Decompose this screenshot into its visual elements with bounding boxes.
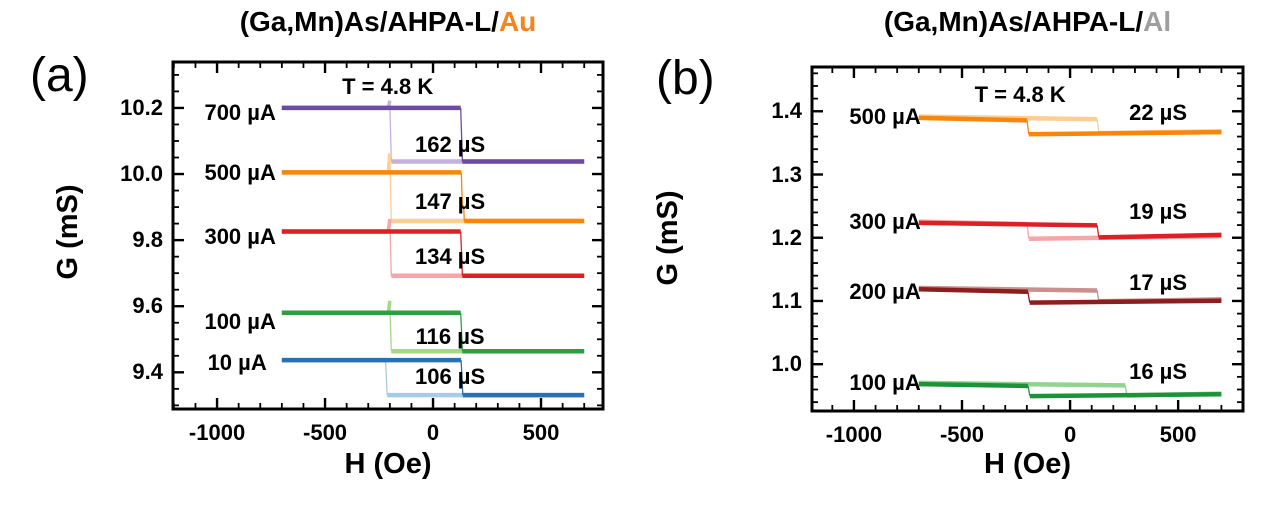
panel-a-title-main: (Ga,Mn)As/AHPA-L/ (239, 6, 499, 37)
panel-b-letter: (b) (656, 52, 715, 105)
panel-a-letter: (a) (30, 49, 89, 102)
panel-b-title-main: (Ga,Mn)As/AHPA-L/ (883, 6, 1144, 37)
panel-b-title: (Ga,Mn)As/AHPA-L/Al (812, 6, 1243, 38)
x-axis-title-a: H (Oe) (344, 448, 432, 480)
panel-b-title-accent: Al (1143, 6, 1172, 37)
x-axis-title-b: H (Oe) (984, 448, 1071, 480)
y-axis-title-a: G (mS) (52, 184, 84, 280)
panel-a-title-accent: Au (498, 6, 537, 37)
panel-a-title: (Ga,Mn)As/AHPA-L/Au (173, 6, 603, 38)
y-axis-title-b: G (mS) (652, 190, 684, 286)
